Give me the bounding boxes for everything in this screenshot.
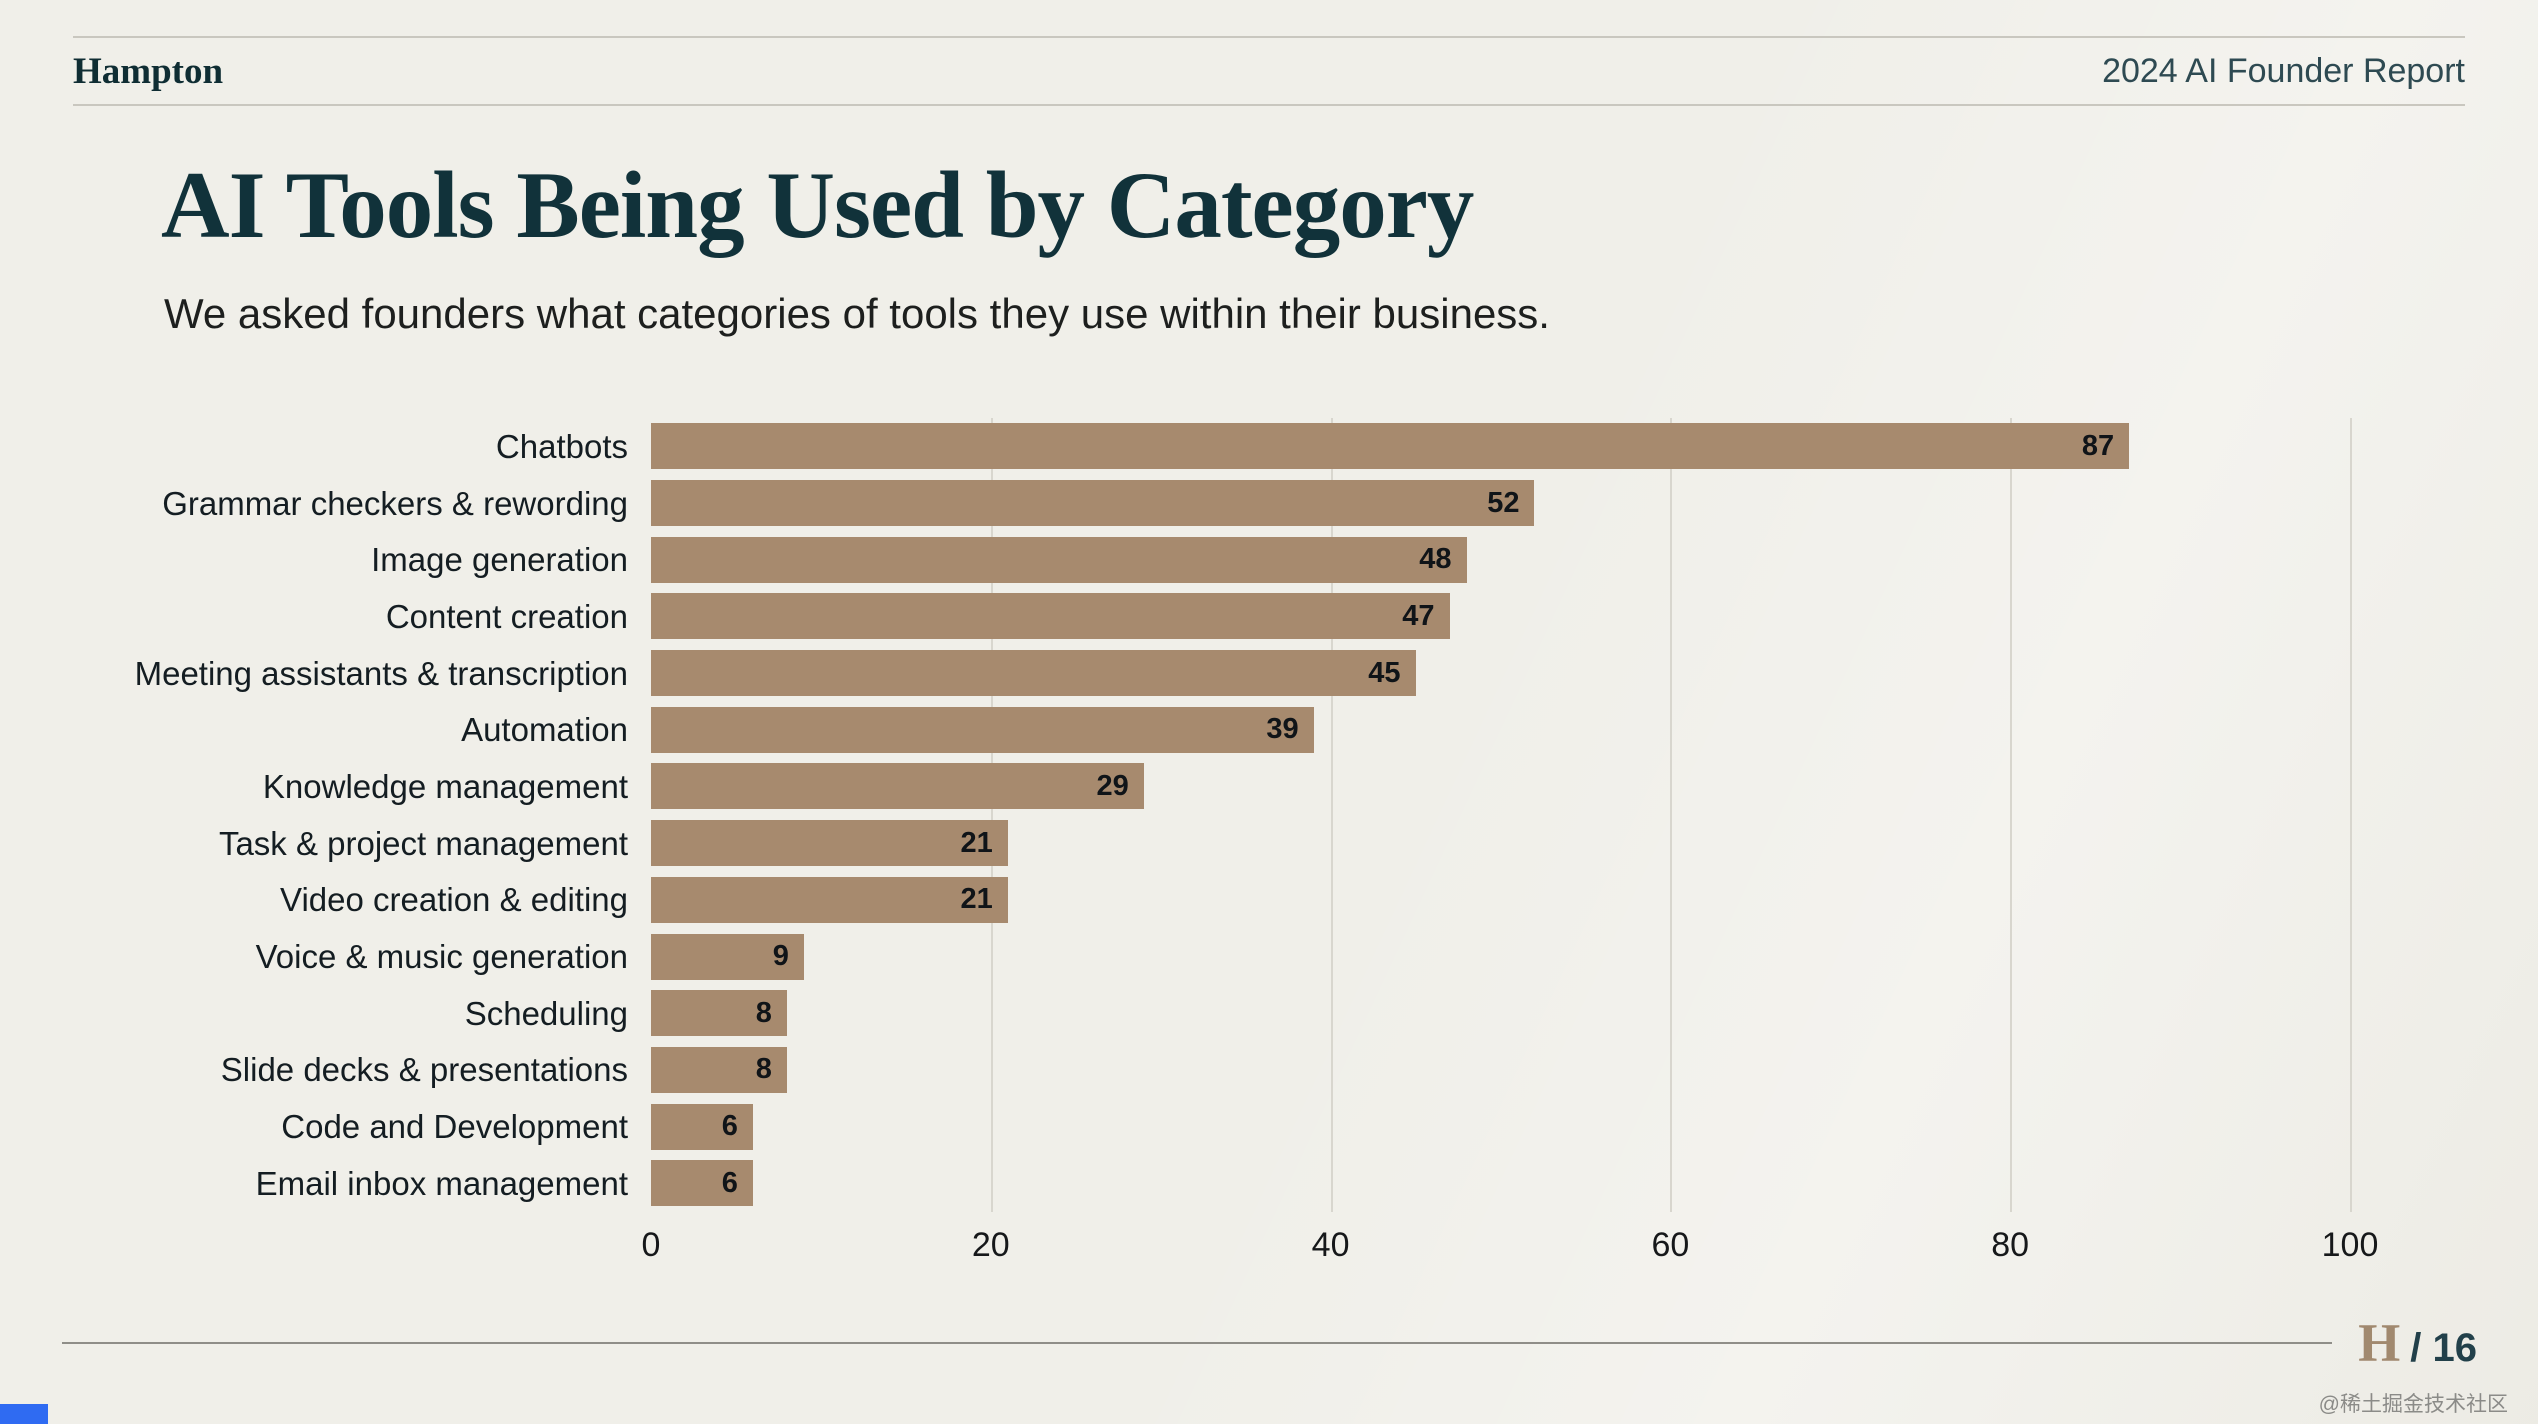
bar-value-label: 21 bbox=[960, 826, 993, 859]
x-tick-label: 100 bbox=[2321, 1225, 2379, 1264]
bar-value-label: 47 bbox=[1402, 599, 1435, 632]
x-tick-label: 60 bbox=[1651, 1225, 1690, 1264]
x-tick-label: 40 bbox=[1311, 1225, 1350, 1264]
bar: 39 bbox=[651, 706, 1314, 753]
category-label: Slide decks & presentations bbox=[220, 1051, 628, 1089]
hampton-logo: Hampton bbox=[73, 50, 224, 92]
bar-value-label: 6 bbox=[721, 1110, 738, 1143]
bar-track: 6 bbox=[651, 1160, 2350, 1207]
chart-row: Chatbots 87 bbox=[0, 418, 2538, 475]
bar-value-label: 48 bbox=[1419, 543, 1452, 576]
bar: 52 bbox=[651, 480, 1535, 527]
report-title: 2024 AI Founder Report bbox=[2102, 51, 2465, 90]
category-label: Task & project management bbox=[218, 824, 628, 862]
bar-value-label: 52 bbox=[1487, 486, 1520, 519]
bar-track: 47 bbox=[651, 593, 2350, 640]
bar-track: 39 bbox=[651, 706, 2350, 753]
bar: 8 bbox=[651, 990, 787, 1037]
bar-track: 8 bbox=[651, 990, 2350, 1037]
x-tick-label: 80 bbox=[1991, 1225, 2030, 1264]
bar-chart: Chatbots 87 Grammar checkers & rewording 52… bbox=[0, 418, 2538, 1286]
bar: 21 bbox=[651, 876, 1008, 923]
category-label: Code and Development bbox=[281, 1108, 628, 1146]
bar: 47 bbox=[651, 593, 1450, 640]
bar: 6 bbox=[651, 1160, 753, 1207]
page-number: / 16 bbox=[2410, 1326, 2477, 1370]
bar-value-label: 6 bbox=[721, 1166, 738, 1199]
chart-row: Automation 39 bbox=[0, 701, 2538, 758]
bar-value-label: 29 bbox=[1096, 769, 1129, 802]
bar-value-label: 39 bbox=[1266, 713, 1299, 746]
category-label: Grammar checkers & rewording bbox=[162, 484, 628, 522]
bar-track: 48 bbox=[651, 536, 2350, 583]
chart-row: Video creation & editing 21 bbox=[0, 872, 2538, 929]
bar: 21 bbox=[651, 820, 1008, 867]
bar-track: 21 bbox=[651, 820, 2350, 867]
bar: 8 bbox=[651, 1046, 787, 1093]
bar-value-label: 8 bbox=[755, 1053, 772, 1086]
chart-row: Task & project management 21 bbox=[0, 815, 2538, 872]
gridline bbox=[2010, 418, 2013, 1212]
chart-row: Voice & music generation 9 bbox=[0, 928, 2538, 985]
category-label: Content creation bbox=[385, 597, 628, 635]
chart-row: Grammar checkers & rewording 52 bbox=[0, 475, 2538, 532]
footer-divider bbox=[62, 1342, 2332, 1344]
gridline bbox=[1330, 418, 1333, 1212]
chart-row: Knowledge management 29 bbox=[0, 758, 2538, 815]
gridline bbox=[990, 418, 993, 1212]
bar: 87 bbox=[651, 423, 2130, 470]
x-axis: 0 20 40 60 80 100 bbox=[642, 1225, 2379, 1286]
chart-rows: Chatbots 87 Grammar checkers & rewording 52… bbox=[0, 418, 2538, 1212]
chart-row: Image generation 48 bbox=[0, 531, 2538, 588]
bar-value-label: 21 bbox=[960, 883, 993, 916]
page-title: AI Tools Being Used by Category bbox=[161, 152, 1474, 258]
bar-track: 9 bbox=[651, 933, 2350, 980]
bar-track: 52 bbox=[651, 480, 2350, 527]
bar-track: 8 bbox=[651, 1046, 2350, 1093]
gridline bbox=[1670, 418, 1673, 1212]
category-label: Email inbox management bbox=[255, 1164, 628, 1202]
chart-row: Meeting assistants & transcription 45 bbox=[0, 645, 2538, 702]
x-tick-label: 0 bbox=[641, 1225, 661, 1264]
bar: 29 bbox=[651, 763, 1144, 810]
category-label: Scheduling bbox=[464, 994, 628, 1032]
bar-value-label: 8 bbox=[755, 996, 772, 1029]
gridlines bbox=[651, 418, 2352, 1212]
chart-row: Content creation 47 bbox=[0, 588, 2538, 645]
bar-track: 87 bbox=[651, 423, 2350, 470]
chart-row: Slide decks & presentations 8 bbox=[0, 1042, 2538, 1099]
category-label: Video creation & editing bbox=[280, 881, 628, 919]
category-label: Automation bbox=[461, 711, 628, 749]
x-tick-label: 20 bbox=[971, 1225, 1010, 1264]
bar: 9 bbox=[651, 933, 804, 980]
bar-track: 29 bbox=[651, 763, 2350, 810]
chart-row: Code and Development 6 bbox=[0, 1098, 2538, 1155]
chart-row: Email inbox management 6 bbox=[0, 1155, 2538, 1212]
gridline bbox=[2350, 418, 2352, 1212]
bar-value-label: 87 bbox=[2081, 429, 2115, 462]
bar-track: 21 bbox=[651, 876, 2350, 923]
bar-value-label: 45 bbox=[1368, 656, 1401, 689]
page-marker: H / 16 bbox=[2358, 1312, 2477, 1374]
bar: 48 bbox=[651, 536, 1467, 583]
bar: 6 bbox=[651, 1103, 753, 1150]
bar-value-label: 9 bbox=[772, 940, 789, 973]
watermark: @稀土掘金技术社区 bbox=[2318, 1393, 2508, 1416]
category-label: Knowledge management bbox=[262, 767, 628, 805]
chart-row: Scheduling 8 bbox=[0, 985, 2538, 1042]
category-label: Image generation bbox=[371, 541, 628, 579]
header: Hampton 2024 AI Founder Report bbox=[73, 36, 2465, 106]
bar-track: 6 bbox=[651, 1103, 2350, 1150]
bar-track: 45 bbox=[651, 650, 2350, 697]
corner-accent bbox=[0, 1404, 48, 1424]
footer-logo: H bbox=[2358, 1313, 2401, 1373]
bar: 45 bbox=[651, 650, 1416, 697]
category-label: Chatbots bbox=[495, 427, 628, 465]
page-subtitle: We asked founders what categories of too… bbox=[164, 290, 1550, 337]
category-label: Voice & music generation bbox=[255, 938, 628, 976]
category-label: Meeting assistants & transcription bbox=[134, 654, 628, 692]
